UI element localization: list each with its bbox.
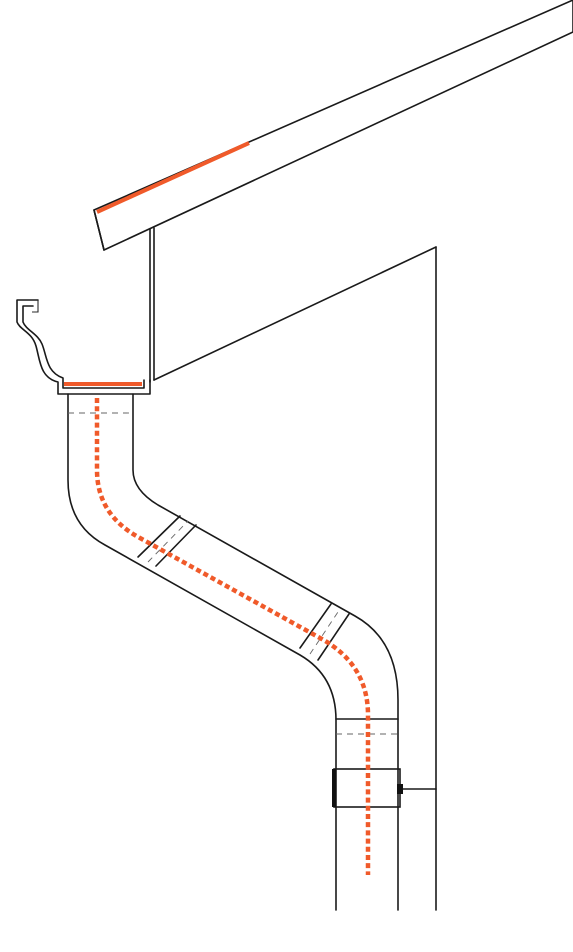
house-wall <box>153 246 437 911</box>
downspout <box>67 393 399 911</box>
downspout-bracket <box>332 768 437 808</box>
gutter <box>16 299 151 395</box>
heating-cable-roof-edge <box>96 141 250 214</box>
roof-edge <box>93 0 573 251</box>
heating-cable <box>64 141 371 875</box>
fascia-board <box>149 227 155 383</box>
heating-cable-downspout <box>94 398 371 875</box>
